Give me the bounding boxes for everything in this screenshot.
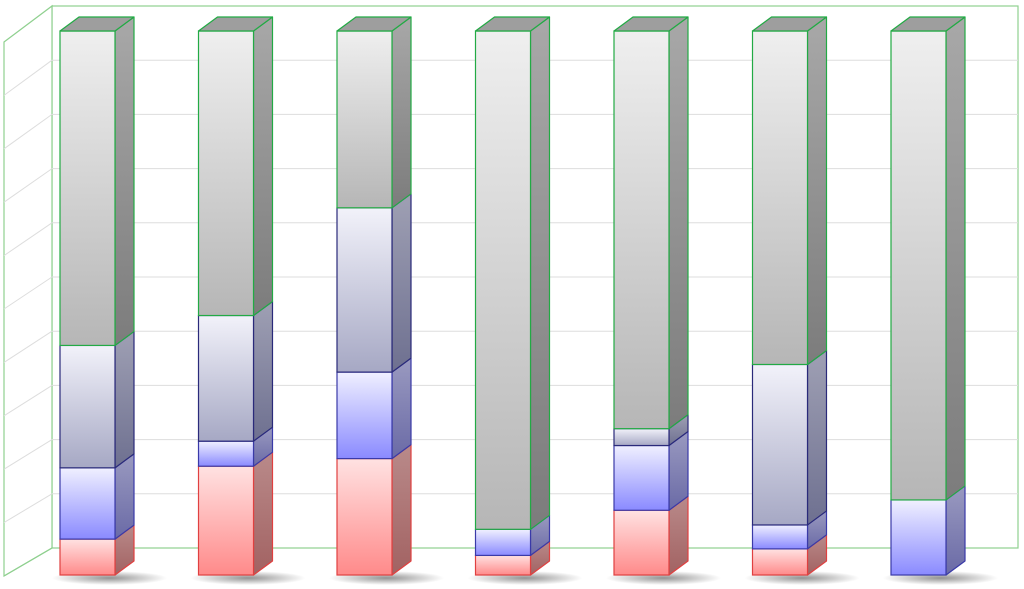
side-wall	[3, 4, 53, 578]
bar-segment-front	[336, 457, 393, 576]
bar-segment-side	[252, 300, 274, 442]
bar-segment-side	[114, 330, 135, 469]
gridline-side	[3, 330, 53, 363]
bar-top	[613, 16, 689, 32]
bar-segment-front	[890, 30, 947, 501]
bar-segment-side	[391, 193, 412, 373]
bar-segment-front	[613, 509, 670, 576]
bar-segment-side	[391, 443, 412, 576]
bar-segment	[751, 16, 828, 366]
gridline-side	[3, 59, 53, 96]
bar-segment-front	[336, 207, 393, 373]
bar-segment-side	[668, 16, 689, 430]
bar-top	[890, 16, 966, 32]
bar-segment-front	[613, 444, 670, 511]
bar-segment-front	[474, 554, 532, 576]
gridline-side	[3, 384, 53, 417]
floor-edge	[3, 547, 53, 577]
bar-segment-front	[474, 30, 532, 530]
bar-segment-side	[114, 453, 135, 540]
bar-segment	[197, 426, 274, 467]
bar-segment-side	[806, 16, 828, 366]
bar-segment-side	[529, 16, 551, 530]
bar-segment-front	[59, 467, 116, 540]
bar-segment	[197, 16, 274, 317]
gridline-side	[3, 222, 53, 257]
bar-top	[336, 16, 412, 32]
bar-segment-front	[751, 30, 809, 366]
bar-segment-front	[751, 524, 809, 550]
bar-segment-side	[391, 16, 412, 209]
bar-segment	[336, 16, 412, 209]
bar-top	[197, 16, 274, 32]
gridline-side	[3, 113, 53, 150]
bar-segment-side	[945, 485, 966, 576]
bar-top	[59, 16, 135, 32]
bar-segment	[197, 300, 274, 442]
bar-segment-front	[197, 465, 255, 576]
bar-segment	[613, 495, 689, 576]
bar-segment-front	[613, 428, 670, 447]
bar-segment	[336, 443, 412, 576]
bar-segment	[751, 349, 828, 526]
bar-segment	[474, 514, 551, 557]
bar-segment	[197, 451, 274, 576]
bar-segment-front	[197, 440, 255, 467]
bar-segment-front	[59, 344, 116, 469]
bar-segment-front	[197, 314, 255, 442]
bar-segment-front	[197, 30, 255, 317]
bar-segment-front	[890, 499, 947, 576]
bar-segment	[59, 330, 135, 469]
bar-segment	[613, 16, 689, 430]
bar-segment-front	[59, 30, 116, 347]
bar-segment	[59, 453, 135, 540]
gridline-side	[3, 276, 53, 310]
bar-segment	[613, 414, 689, 447]
bar-segment	[751, 510, 828, 550]
bar-top	[751, 16, 828, 32]
bar-segment-front	[474, 528, 532, 557]
bar-segment	[474, 16, 551, 530]
bar-segment-side	[806, 349, 828, 526]
bar-segment	[336, 193, 412, 373]
bar-segment-side	[252, 451, 274, 576]
gridline-side	[3, 493, 53, 524]
bar-segment-side	[252, 16, 274, 317]
bar-segment-front	[336, 30, 393, 209]
bar-segment-front	[751, 363, 809, 526]
bar-segment	[59, 16, 135, 347]
bar-segment-side	[114, 16, 135, 347]
gridline-side	[3, 439, 53, 470]
bar-segment-front	[613, 30, 670, 430]
bar-segment-side	[391, 357, 412, 460]
bar-top	[474, 16, 551, 32]
bar-segment	[59, 524, 135, 576]
bar-segment-front	[336, 371, 393, 460]
bar-segment-front	[59, 538, 116, 576]
bar-segment	[751, 534, 828, 576]
gridline-side	[3, 168, 53, 203]
bar-segment	[890, 16, 966, 501]
bar-segment-front	[751, 548, 809, 576]
bar-segment	[336, 357, 412, 460]
bar-segment	[613, 430, 689, 511]
bar-segment-side	[945, 16, 966, 501]
